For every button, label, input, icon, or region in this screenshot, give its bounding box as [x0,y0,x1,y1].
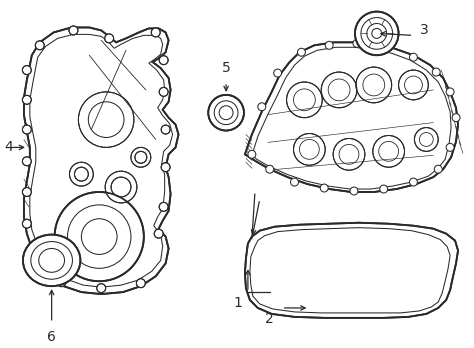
Circle shape [22,219,31,228]
Circle shape [266,165,273,173]
Polygon shape [245,42,458,192]
Circle shape [57,278,66,287]
Circle shape [452,114,460,121]
Circle shape [22,188,31,197]
Circle shape [131,148,151,167]
Circle shape [159,203,168,211]
Circle shape [287,82,322,118]
Circle shape [434,165,442,173]
Circle shape [78,92,134,148]
Circle shape [161,163,170,172]
Circle shape [159,56,168,65]
Circle shape [105,171,137,203]
Circle shape [154,229,163,238]
Circle shape [410,53,418,61]
Circle shape [320,184,328,192]
Circle shape [32,252,41,261]
Circle shape [399,70,428,100]
Circle shape [111,177,131,197]
Circle shape [258,103,266,111]
Circle shape [298,48,305,56]
Circle shape [380,185,388,193]
Circle shape [383,43,391,51]
Circle shape [414,128,438,151]
Circle shape [373,135,404,167]
Circle shape [70,162,93,186]
Circle shape [356,67,392,103]
Circle shape [446,88,454,96]
Circle shape [151,28,160,37]
Circle shape [353,39,361,47]
Circle shape [446,143,454,151]
Circle shape [135,151,147,163]
Text: 3: 3 [420,23,429,38]
Polygon shape [245,223,458,318]
Text: 1: 1 [234,296,242,310]
Circle shape [161,125,170,134]
Circle shape [432,68,440,76]
Circle shape [321,72,357,108]
Circle shape [74,167,88,181]
Circle shape [355,11,399,55]
Polygon shape [24,27,179,294]
Circle shape [105,34,114,43]
Circle shape [248,150,256,158]
Text: 4: 4 [4,140,13,155]
Circle shape [159,87,168,96]
Circle shape [35,41,44,50]
Circle shape [22,157,31,166]
Circle shape [208,95,244,130]
Text: 5: 5 [222,61,230,75]
Circle shape [350,187,358,195]
Ellipse shape [23,235,81,286]
Circle shape [293,134,325,165]
Circle shape [55,192,144,281]
Circle shape [273,69,282,77]
Circle shape [291,178,299,186]
Circle shape [22,125,31,134]
Text: 2: 2 [265,312,274,326]
Circle shape [97,284,106,293]
Circle shape [137,279,146,288]
Circle shape [22,95,31,104]
Text: 6: 6 [47,330,56,344]
Circle shape [333,139,365,170]
Circle shape [325,41,333,49]
Circle shape [69,26,78,35]
Circle shape [410,178,418,186]
Circle shape [22,66,31,74]
